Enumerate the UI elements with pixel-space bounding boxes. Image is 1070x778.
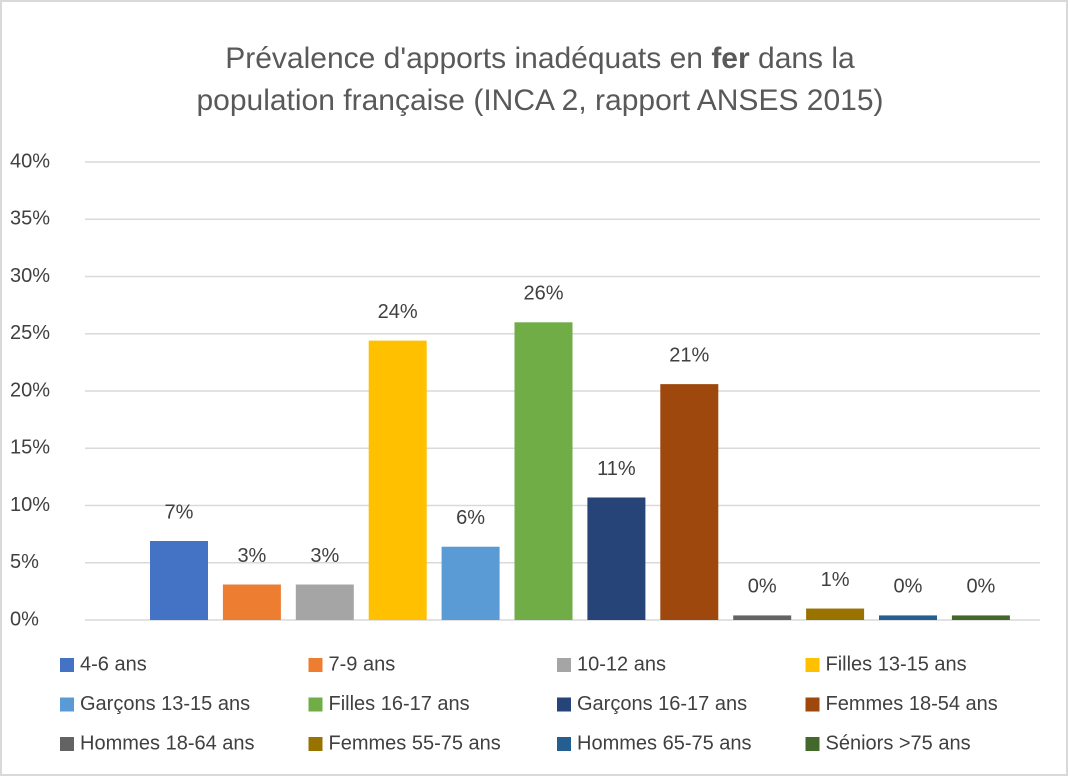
y-tick-label: 35%	[10, 208, 50, 230]
legend-swatch	[60, 658, 74, 672]
chart-title: population française (INCA 2, rapport AN…	[196, 84, 883, 117]
chart-title: Prévalence d'apports inadéquats en fer d…	[225, 42, 855, 75]
bar	[295, 584, 354, 620]
data-label: 26%	[523, 283, 563, 305]
legend-label: 4-6 ans	[80, 653, 147, 675]
bar	[806, 608, 865, 620]
bar	[587, 497, 646, 620]
legend-swatch	[308, 658, 323, 672]
bar	[514, 322, 573, 620]
y-tick-label: 30%	[10, 265, 50, 287]
legend-swatch	[557, 658, 571, 672]
legend-swatch	[308, 737, 323, 751]
title-part: dans la	[750, 42, 855, 75]
data-label: 24%	[378, 301, 418, 323]
bar	[879, 615, 937, 620]
title-part: Prévalence d'apports inadéquats en	[225, 42, 711, 75]
legend-swatch	[308, 697, 323, 712]
data-label: 21%	[669, 344, 709, 366]
legend-label: 7-9 ans	[329, 653, 396, 675]
y-tick-label: 20%	[10, 379, 50, 401]
legend-label: 10-12 ans	[577, 653, 666, 675]
data-label: 0%	[894, 576, 923, 598]
y-tick-label: 40%	[10, 150, 50, 172]
bar	[660, 384, 719, 620]
data-label: 3%	[237, 545, 266, 567]
y-tick-label: 10%	[10, 494, 50, 516]
legend-label: Filles 16-17 ans	[329, 693, 470, 715]
y-tick-label: 15%	[10, 437, 50, 459]
legend-label: Filles 13-15 ans	[826, 653, 967, 675]
data-label: 7%	[165, 501, 194, 523]
legend-label: Garçons 13-15 ans	[80, 693, 250, 715]
bar	[222, 584, 281, 620]
legend-swatch	[805, 658, 820, 672]
bar	[368, 340, 427, 620]
title-part: fer	[711, 42, 750, 75]
bar	[951, 615, 1010, 620]
legend-label: Hommes 65-75 ans	[577, 732, 752, 754]
legend-swatch	[805, 737, 820, 751]
legend-label: Femmes 55-75 ans	[329, 732, 501, 754]
legend-label: Séniors >75 ans	[826, 732, 971, 754]
y-tick-label: 0%	[10, 608, 39, 630]
legend-label: Garçons 16-17 ans	[577, 693, 747, 715]
y-tick-label: 25%	[10, 322, 50, 344]
data-label: 0%	[966, 576, 995, 598]
legend-label: Hommes 18-64 ans	[80, 732, 255, 754]
legend-swatch	[60, 737, 74, 751]
data-label: 6%	[456, 507, 485, 529]
data-label: 0%	[748, 576, 777, 598]
bar	[733, 615, 792, 620]
legend-swatch	[557, 697, 571, 712]
y-tick-label: 5%	[10, 551, 39, 573]
data-label: 1%	[821, 569, 850, 591]
bar	[150, 540, 208, 620]
legend-label: Femmes 18-54 ans	[826, 693, 998, 715]
legend-swatch	[805, 697, 820, 712]
legend-swatch	[557, 737, 571, 751]
data-label: 3%	[310, 545, 339, 567]
legend-swatch	[60, 697, 74, 712]
bar	[441, 546, 500, 620]
data-label: 11%	[597, 458, 636, 480]
